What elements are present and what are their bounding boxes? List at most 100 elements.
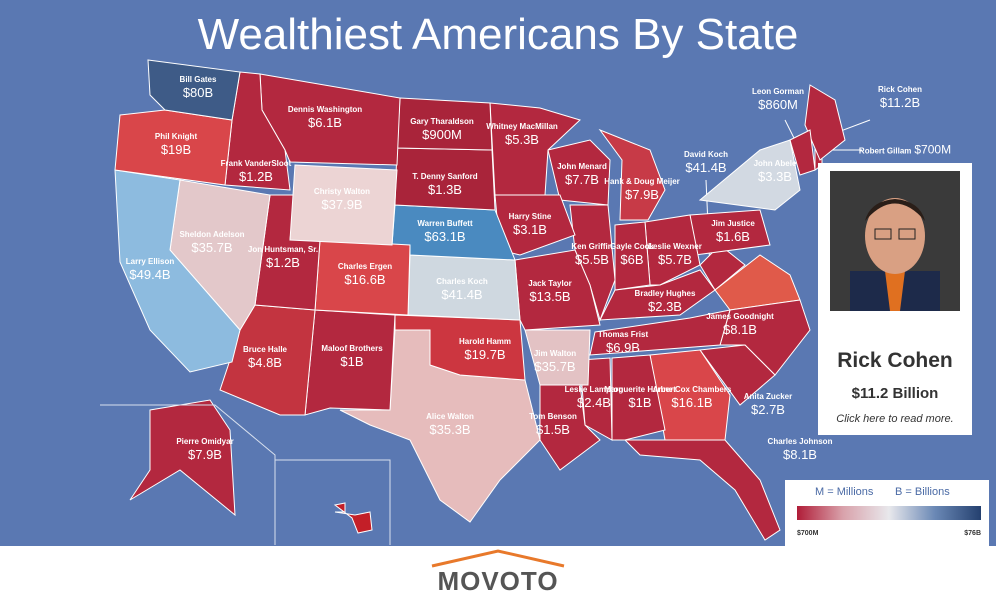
person-name: Charles Johnson (767, 436, 833, 446)
person-name: Jim Justice (711, 218, 755, 228)
net-worth: $49.4B (129, 267, 171, 283)
net-worth: $7.9B (625, 187, 659, 203)
state-label[interactable]: Tom Benson $1.5B (511, 412, 595, 438)
state (289, 164, 398, 246)
legend: M = Millions B = Billions $700M $76B (785, 480, 989, 546)
person-name: Jack Taylor (528, 278, 572, 288)
net-worth: $1.5B (536, 422, 570, 438)
state-label[interactable]: Whitney MacMillan $5.3B (480, 121, 564, 147)
person-name: Maloof Brothers (321, 343, 383, 353)
state-label[interactable]: Leon Gorman $860M (736, 87, 820, 112)
state-label[interactable]: Charles Johnson $8.1B (758, 436, 842, 462)
person-name: Larry Ellison (125, 256, 175, 266)
state-label[interactable]: Maloof Brothers $1B (310, 343, 394, 369)
net-worth: $16.1B (671, 395, 713, 411)
net-worth: $37.9B (321, 197, 363, 213)
state (623, 439, 781, 541)
person-name: Ken Griffin (571, 241, 613, 251)
state-label[interactable]: Rick Cohen $11.2B (858, 84, 942, 111)
person-name: Charles Ergen (337, 261, 393, 271)
state-label[interactable]: Marguerite Harbert $1B (598, 384, 682, 411)
state-label[interactable]: Charles Ergen $16.6B (323, 261, 407, 287)
net-worth: $1.6B (716, 229, 750, 245)
net-worth: $2.4B (577, 395, 611, 411)
net-worth: $41.4B (441, 287, 483, 303)
person-name: Whitney MacMillan (486, 121, 558, 131)
legend-max: $76B (964, 530, 981, 537)
person-name: John Abele (753, 158, 797, 168)
state-label[interactable]: Jim Justice $1.6B (691, 218, 775, 245)
person-name: Warren Buffett (417, 218, 473, 228)
state-label[interactable]: Gary Tharaldson $900M (400, 116, 484, 142)
state-label[interactable]: Harry Stine $3.1B (488, 212, 572, 237)
state-label[interactable]: Jon Huntsman, Sr. $1.2B (241, 244, 325, 270)
net-worth: $41.4B (685, 160, 727, 176)
state-label[interactable]: Charles Koch $41.4B (420, 276, 504, 303)
state-label[interactable] (270, 504, 354, 506)
person-name: Bruce Halle (242, 344, 288, 354)
state-label[interactable]: Harold Hamm $19.7B (443, 336, 527, 362)
title: Wealthiest Americans By State (197, 10, 799, 59)
logo: MOVOTO (437, 566, 559, 596)
state-label[interactable]: Pierre Omidyar $7.9B (163, 436, 247, 463)
person-name: Gary Tharaldson (410, 116, 474, 126)
state-label[interactable]: David Koch $41.4B (664, 149, 748, 176)
popup-amount: $11.2 Billion (851, 385, 939, 402)
net-worth: $5.5B (575, 252, 609, 268)
state-label[interactable]: Anne Cox Chambers $16.1B (650, 385, 734, 411)
state-label[interactable]: Gayle Cook $6B (590, 242, 674, 267)
person-name: Rick Cohen (877, 84, 922, 94)
person-name: Leslie Lampton (564, 384, 624, 394)
state-label[interactable]: John Abele $3.3B (733, 158, 817, 184)
net-worth: $2.7B (751, 402, 785, 418)
state-label[interactable]: Bill Gates $80B (156, 75, 240, 100)
state-label[interactable]: Alice Walton $35.3B (408, 412, 492, 437)
state-label[interactable]: Hank & Doug Meijer $7.9B (600, 176, 684, 203)
state-label[interactable]: Christy Walton $37.9B (300, 187, 384, 213)
net-worth: $7.9B (188, 447, 222, 463)
person-name: Sheldon Adelson (179, 229, 245, 239)
net-worth: $11.2B (879, 95, 921, 111)
state (789, 129, 816, 176)
person-name: Charles Koch (436, 276, 488, 286)
popup-link[interactable]: Click here to read more. (836, 413, 954, 425)
state-label[interactable]: Bruce Halle $4.8B (223, 344, 307, 371)
net-worth: $63.1B (424, 229, 466, 245)
state-label[interactable]: James Goodnight $8.1B (698, 312, 782, 337)
state-label[interactable]: Thomas Frist $6.9B (581, 330, 665, 355)
person-name: Pierre Omidyar (176, 436, 234, 446)
net-worth: $5.7B (658, 252, 692, 268)
state-label[interactable]: Ken Griffin $5.5B (550, 241, 634, 268)
net-worth: $4.8B (248, 355, 282, 371)
state (614, 221, 651, 291)
state-label[interactable]: Jack Taylor $13.5B (508, 278, 592, 304)
state-label[interactable]: Bradley Hughes $2.3B (623, 289, 707, 314)
person-name: Hank & Doug Meijer (604, 176, 680, 186)
state (804, 84, 846, 161)
state-label[interactable]: Sheldon Adelson $35.7B (170, 229, 254, 255)
state-label[interactable]: Warren Buffett $63.1B (403, 218, 487, 245)
person-name: Jon Huntsman, Sr. (247, 244, 319, 254)
person-name: T. Denny Sanford (412, 171, 478, 181)
person-name: David Koch (683, 149, 728, 159)
state (114, 109, 233, 186)
state-label[interactable]: Dennis Washington $6.1B (283, 105, 367, 130)
person-name: Phil Knight (154, 131, 198, 141)
state-label[interactable]: Leslie Wexner $5.7B (633, 242, 717, 268)
state-label[interactable]: Frank VanderSloot $1.2B (214, 159, 298, 184)
state-label[interactable]: Larry Ellison $49.4B (108, 256, 192, 283)
net-worth: $1B (628, 395, 652, 411)
state-label[interactable]: T. Denny Sanford $1.3B (403, 171, 487, 197)
state-label[interactable]: Jim Walton $35.7B (513, 349, 597, 374)
state-label[interactable]: Leslie Lampton $2.4B (552, 384, 636, 411)
popup-name: Rick Cohen (837, 349, 953, 372)
state-label[interactable]: John Menard $7.7B (540, 162, 624, 187)
person-name: Harold Hamm (458, 336, 511, 346)
state-label[interactable]: Robert Gillam $700M (859, 142, 951, 159)
profile-popup[interactable]: Rick Cohen $11.2 Billion Click here to r… (818, 163, 972, 435)
state-label[interactable]: Anita Zucker $2.7B (726, 392, 810, 418)
legend-gradient (797, 506, 981, 520)
person-name: Marguerite Harbert (604, 384, 676, 394)
state-label[interactable]: Phil Knight $19B (134, 131, 218, 157)
